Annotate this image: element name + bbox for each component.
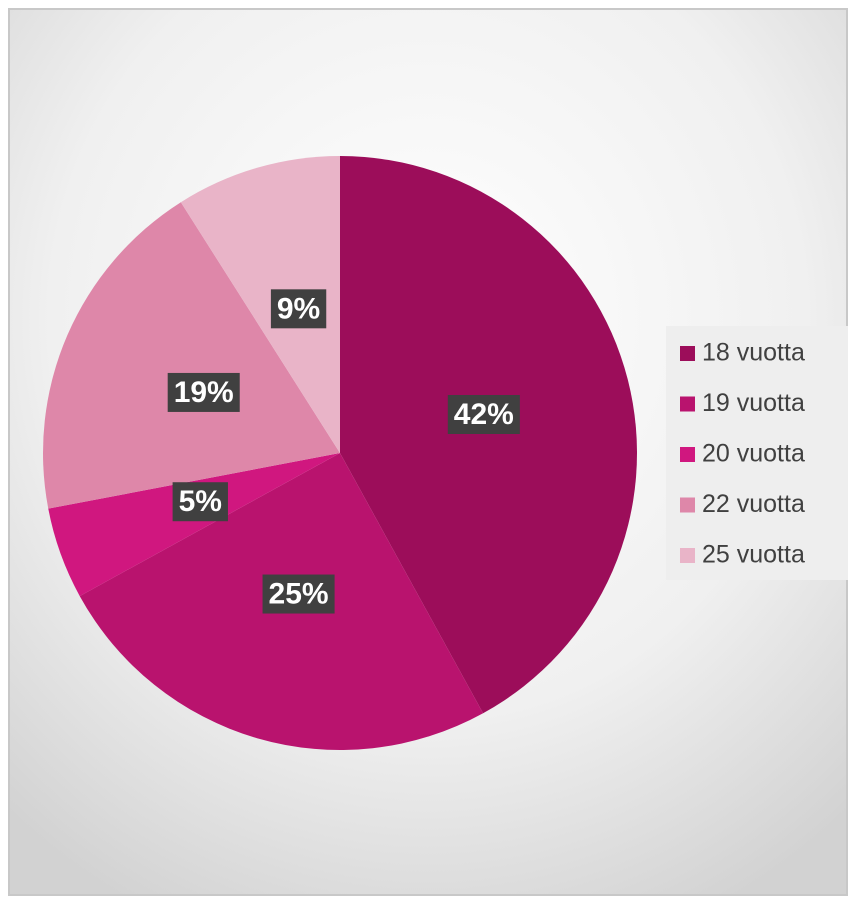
legend	[666, 326, 848, 580]
legend-marker	[680, 497, 695, 513]
legend-label: 18 vuotta	[702, 339, 805, 367]
legend-marker	[680, 447, 695, 462]
data-label-text: 25%	[269, 578, 329, 611]
legend-marker	[680, 548, 695, 563]
data-label-box	[447, 394, 520, 434]
data-label-box	[172, 482, 228, 522]
legend-label: 19 vuotta	[702, 389, 805, 417]
data-label-box	[270, 289, 327, 329]
legend-marker	[680, 396, 695, 412]
data-label-text: 19%	[174, 376, 234, 409]
legend-marker	[680, 346, 695, 361]
data-label-text: 42%	[454, 398, 514, 431]
pie-slice	[340, 156, 637, 714]
legend-label: 20 vuotta	[702, 440, 805, 468]
data-label-text: 9%	[277, 292, 320, 325]
data-label-box	[167, 372, 240, 412]
legend-label: 25 vuotta	[702, 541, 805, 569]
data-label-text: 5%	[179, 485, 222, 518]
pie-slice	[48, 453, 341, 597]
pie-slice	[180, 156, 340, 453]
pie-slice	[42, 202, 340, 509]
legend-label: 22 vuotta	[702, 490, 805, 518]
data-label-box	[262, 574, 335, 614]
